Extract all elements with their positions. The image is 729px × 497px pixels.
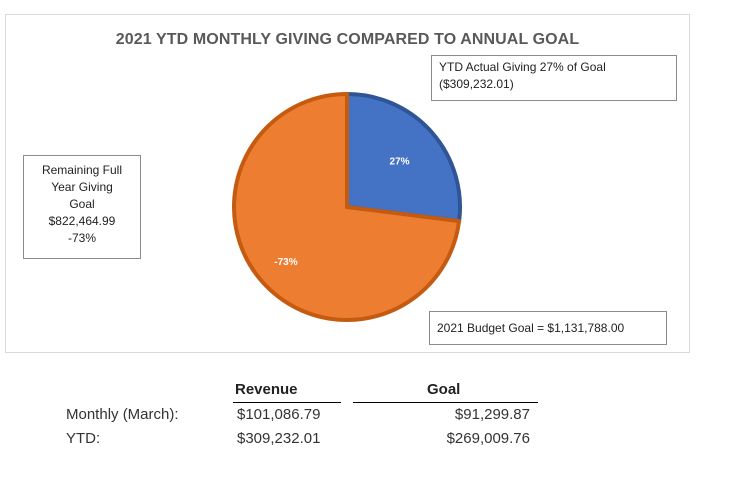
pie-slice-ytd-actual bbox=[345, 92, 462, 224]
revenue-header: Revenue bbox=[235, 381, 298, 398]
goal-header: Goal bbox=[427, 381, 461, 398]
pie-chart: 27% -73% bbox=[232, 92, 462, 322]
remaining-callout: Remaining Full Year Giving Goal $822,464… bbox=[23, 155, 141, 259]
remaining-callout-line-3: Goal bbox=[69, 197, 95, 211]
goal-header-rule bbox=[353, 402, 538, 403]
row-monthly-revenue: $101,086.79 bbox=[237, 406, 321, 423]
pie-data-label-ytd-actual: 27% bbox=[390, 157, 410, 168]
ytd-callout: YTD Actual Giving 27% of Goal ($309,232.… bbox=[431, 55, 677, 101]
row-monthly-goal: $91,299.87 bbox=[454, 406, 530, 423]
row-ytd-goal: $269,009.76 bbox=[446, 430, 530, 447]
row-label-ytd: YTD: bbox=[66, 430, 101, 447]
remaining-callout-line-1: Remaining Full bbox=[41, 163, 123, 177]
revenue-header-rule bbox=[233, 402, 341, 403]
budget-callout: 2021 Budget Goal = $1,131,788.00 bbox=[429, 311, 667, 345]
remaining-callout-line-2: Year Giving bbox=[51, 180, 113, 194]
row-label-monthly: Monthly (March): bbox=[66, 406, 179, 423]
pie-slice-remaining-goal bbox=[232, 92, 462, 322]
pie-data-label-remaining-goal: -73% bbox=[274, 257, 297, 268]
remaining-callout-line-4: $822,464.99 bbox=[48, 214, 116, 228]
row-ytd-revenue: $309,232.01 bbox=[237, 430, 321, 447]
chart-frame: 2021 YTD MONTHLY GIVING COMPARED TO ANNU… bbox=[5, 14, 690, 353]
ytd-callout-line-2: ($309,232.01) bbox=[439, 77, 514, 91]
summary-table: Revenue Goal Monthly (March): $101,086.7… bbox=[0, 375, 729, 475]
remaining-callout-line-5: -73% bbox=[67, 231, 96, 245]
chart-title: 2021 YTD MONTHLY GIVING COMPARED TO ANNU… bbox=[115, 31, 580, 48]
ytd-callout-line-1: YTD Actual Giving 27% of Goal bbox=[439, 60, 606, 74]
